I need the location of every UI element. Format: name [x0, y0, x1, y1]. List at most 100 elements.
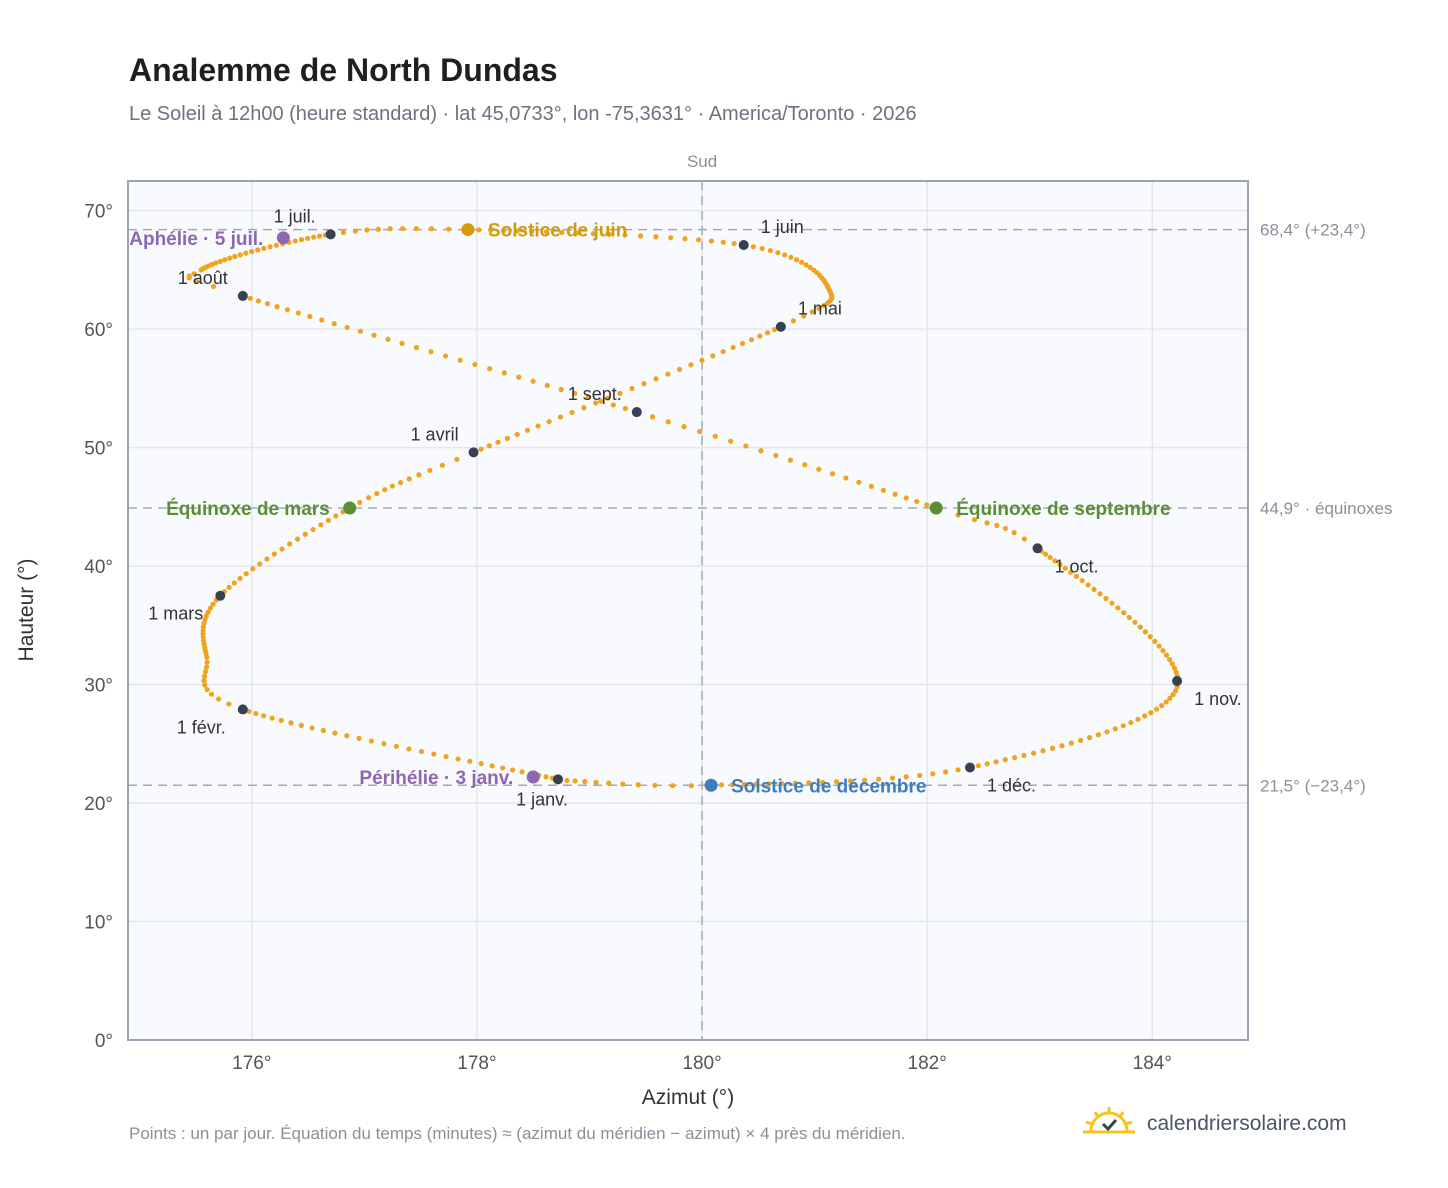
daily-point	[787, 457, 794, 463]
daily-point	[203, 664, 210, 670]
daily-point	[208, 691, 215, 697]
daily-point	[204, 659, 210, 665]
y-tick-label: 40°	[84, 557, 113, 578]
daily-point	[476, 227, 482, 233]
daily-point	[298, 237, 305, 243]
daily-point	[529, 228, 535, 234]
daily-point	[428, 226, 435, 232]
daily-point	[232, 253, 238, 260]
daily-point	[1115, 605, 1121, 611]
y-tick-label: 0°	[95, 1031, 113, 1052]
daily-point	[572, 778, 578, 784]
daily-point	[1062, 565, 1068, 571]
daily-point	[653, 234, 659, 240]
daily-point	[198, 267, 204, 273]
daily-point	[743, 443, 749, 449]
daily-point	[984, 761, 990, 767]
daily-point	[439, 462, 445, 468]
daily-point	[668, 235, 674, 241]
daily-point	[739, 340, 746, 347]
daily-point	[1104, 729, 1110, 735]
daily-point	[843, 475, 849, 481]
daily-point	[788, 254, 794, 260]
daily-point	[207, 605, 213, 611]
daily-point	[427, 467, 433, 474]
reference-line-label: 21,5° (−23,4°)	[1260, 776, 1366, 795]
brand-name: calendriersolaire.com	[1147, 1112, 1347, 1135]
daily-point	[1159, 703, 1165, 709]
daily-point	[622, 232, 628, 238]
daily-point	[1167, 695, 1173, 701]
daily-point	[593, 779, 599, 785]
y-tick-label: 70°	[84, 202, 113, 223]
daily-point	[237, 252, 243, 258]
daily-point	[514, 228, 520, 234]
daily-point	[816, 466, 822, 472]
daily-point	[695, 237, 702, 243]
daily-point	[582, 778, 588, 785]
daily-point	[397, 479, 404, 486]
daily-point	[652, 782, 658, 788]
daily-point	[1169, 661, 1175, 667]
daily-point	[653, 376, 659, 382]
daily-point	[250, 566, 256, 572]
daily-point	[1171, 665, 1178, 671]
daily-point	[365, 495, 372, 501]
daily-point	[1153, 706, 1160, 712]
daily-point	[319, 317, 325, 323]
month-marker	[468, 447, 479, 458]
daily-point	[1021, 752, 1027, 759]
daily-point	[1011, 530, 1017, 536]
reference-line-label: 68,4° (+23,4°)	[1260, 221, 1366, 240]
daily-point	[862, 777, 868, 783]
daily-point	[1109, 600, 1115, 606]
daily-point	[530, 378, 536, 384]
daily-point	[759, 245, 765, 252]
month-marker	[775, 321, 786, 332]
footnote: Points : un par jour. Équation du temps …	[129, 1124, 906, 1143]
x-axis-label: Azimut (°)	[642, 1086, 734, 1109]
daily-point	[641, 381, 647, 387]
daily-point	[226, 584, 232, 591]
daily-point	[294, 536, 301, 542]
daily-point	[344, 324, 350, 331]
daily-point	[994, 522, 1000, 529]
y-tick-label: 60°	[84, 320, 113, 341]
month-marker	[631, 407, 642, 418]
daily-point	[316, 233, 323, 239]
daily-point	[697, 428, 703, 435]
daily-point	[730, 344, 736, 351]
daily-point	[1120, 723, 1126, 729]
daily-point	[519, 769, 525, 775]
daily-point	[428, 349, 434, 355]
daily-point	[943, 769, 949, 775]
daily-point	[620, 781, 626, 787]
daily-point	[524, 427, 531, 433]
daily-point	[889, 775, 896, 781]
daily-point	[305, 235, 311, 241]
daily-point	[1135, 716, 1141, 722]
daily-point	[201, 673, 208, 679]
daily-point	[682, 236, 688, 242]
daily-point	[261, 245, 267, 251]
daily-point	[801, 313, 807, 319]
month-marker-label: 1 mars	[148, 604, 203, 624]
daily-point	[489, 763, 495, 769]
daily-point	[400, 225, 406, 232]
daily-point	[243, 250, 249, 256]
daily-point	[1052, 558, 1058, 564]
daily-point	[504, 435, 510, 442]
daily-point	[1040, 748, 1046, 754]
daily-point	[930, 771, 936, 777]
daily-point	[793, 257, 800, 263]
x-tick-label: 180°	[682, 1053, 721, 1074]
brand-logo[interactable]: calendriersolaire.com	[1083, 1104, 1347, 1144]
daily-point	[226, 701, 232, 707]
daily-point	[514, 431, 520, 438]
daily-point	[467, 758, 473, 764]
daily-point	[741, 781, 747, 788]
month-marker-label: 1 févr.	[177, 717, 226, 737]
daily-point	[771, 327, 778, 333]
event-marker	[929, 501, 943, 515]
